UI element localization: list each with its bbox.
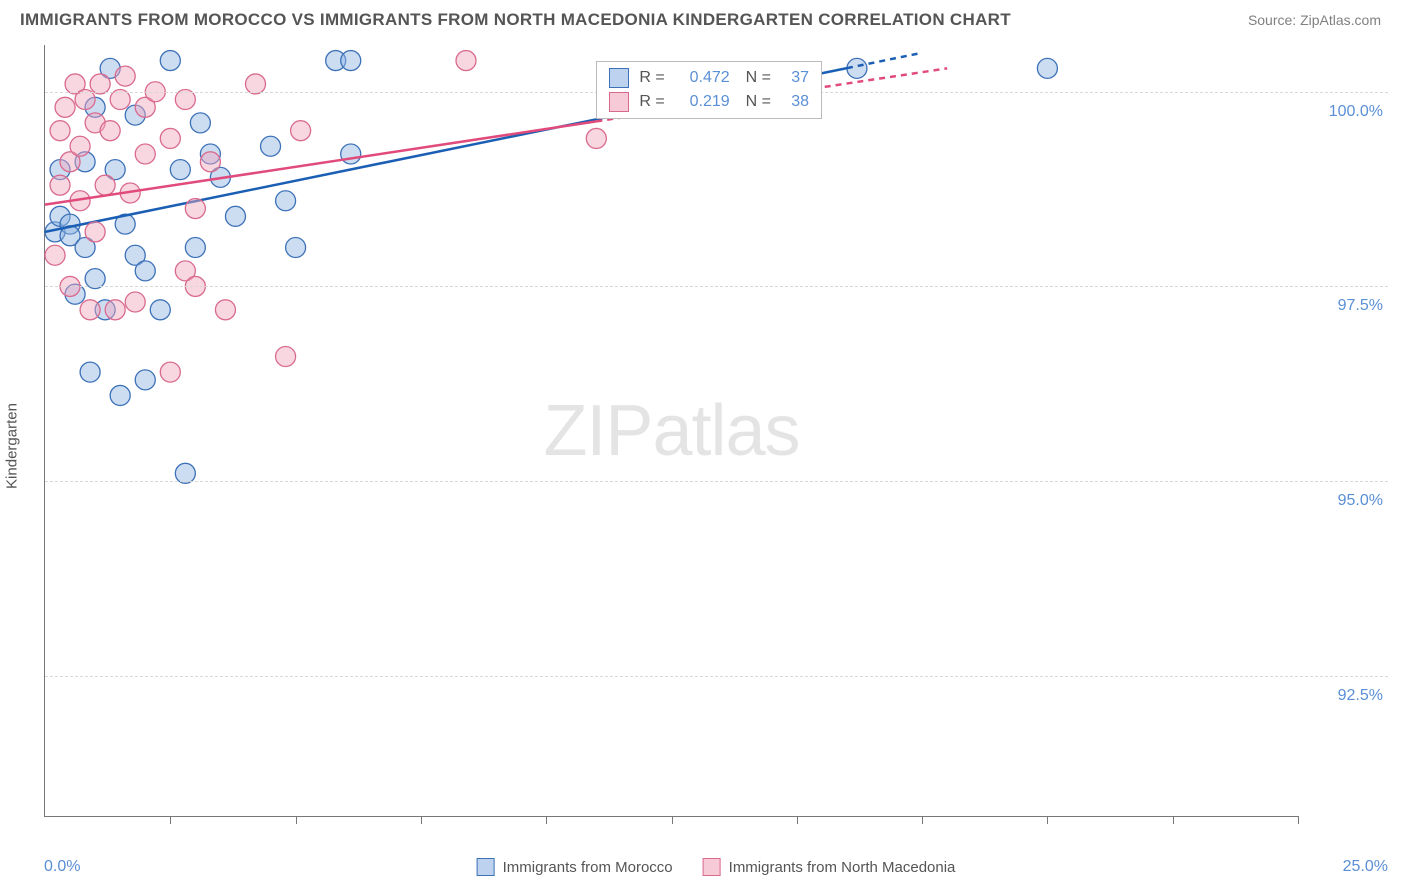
data-point: [115, 66, 135, 86]
data-point: [135, 370, 155, 390]
legend-label: Immigrants from Morocco: [503, 859, 673, 876]
y-tick-label: 95.0%: [1303, 492, 1383, 510]
r-value: 0.472: [675, 69, 730, 87]
legend-swatch: [477, 858, 495, 876]
x-tick: [672, 816, 673, 824]
data-point: [261, 136, 281, 156]
y-axis-label: Kindergarten: [4, 403, 21, 489]
data-point: [185, 237, 205, 257]
x-axis-start: 0.0%: [44, 858, 80, 876]
x-tick: [797, 816, 798, 824]
trend-line: [45, 121, 596, 204]
x-tick: [1173, 816, 1174, 824]
data-point: [456, 51, 476, 71]
data-point: [586, 128, 606, 148]
chart-source: Source: ZipAtlas.com: [1248, 12, 1381, 28]
chart-area: ZIPatlas R =0.472N =37R =0.219N =38 92.5…: [44, 45, 1388, 847]
data-point: [1037, 58, 1057, 78]
chart-title: IMMIGRANTS FROM MOROCCO VS IMMIGRANTS FR…: [20, 10, 1011, 30]
r-label: R =: [639, 69, 664, 87]
data-point: [135, 261, 155, 281]
y-tick-label: 92.5%: [1303, 687, 1383, 705]
data-point: [160, 128, 180, 148]
data-point: [110, 385, 130, 405]
chart-header: IMMIGRANTS FROM MOROCCO VS IMMIGRANTS FR…: [0, 0, 1406, 35]
legend-label: Immigrants from North Macedonia: [729, 859, 956, 876]
r-label: R =: [639, 93, 664, 111]
data-point: [170, 160, 190, 180]
n-value: 38: [781, 93, 809, 111]
x-axis-end: 25.0%: [1343, 858, 1388, 876]
x-tick: [1047, 816, 1048, 824]
data-point: [160, 362, 180, 382]
gridline: [45, 481, 1388, 482]
data-point: [190, 113, 210, 133]
x-tick: [296, 816, 297, 824]
x-tick: [170, 816, 171, 824]
data-point: [160, 51, 180, 71]
x-tick: [546, 816, 547, 824]
data-point: [185, 199, 205, 219]
data-point: [100, 121, 120, 141]
correlation-stats-box: R = 0.472 N = 37 R = 0.219 N = 38: [596, 61, 822, 119]
data-point: [50, 121, 70, 141]
data-point: [50, 175, 70, 195]
data-point: [341, 144, 361, 164]
y-tick-label: 100.0%: [1303, 103, 1383, 121]
gridline: [45, 286, 1388, 287]
legend-swatch: [609, 68, 629, 88]
data-point: [225, 206, 245, 226]
stats-row: R = 0.219 N = 38: [609, 90, 809, 114]
data-point: [105, 300, 125, 320]
data-point: [341, 51, 361, 71]
x-tick: [421, 816, 422, 824]
data-point: [125, 292, 145, 312]
series-legend: Immigrants from Morocco Immigrants from N…: [477, 858, 956, 876]
data-point: [135, 144, 155, 164]
data-point: [80, 362, 100, 382]
data-point: [291, 121, 311, 141]
data-point: [70, 136, 90, 156]
x-tick: [922, 816, 923, 824]
data-point: [85, 222, 105, 242]
n-value: 37: [781, 69, 809, 87]
legend-item: Immigrants from Morocco: [477, 858, 673, 876]
data-point: [55, 97, 75, 117]
r-value: 0.219: [675, 93, 730, 111]
data-point: [95, 175, 115, 195]
legend-swatch: [703, 858, 721, 876]
n-label: N =: [746, 93, 771, 111]
x-axis-row: 0.0% Immigrants from MoroccoImmigrants f…: [44, 852, 1388, 882]
x-tick: [1298, 816, 1299, 824]
stats-row: R = 0.472 N = 37: [609, 66, 809, 90]
legend-swatch: [609, 92, 629, 112]
legend-item: Immigrants from North Macedonia: [703, 858, 956, 876]
data-point: [215, 300, 235, 320]
data-point: [276, 347, 296, 367]
data-point: [200, 152, 220, 172]
scatter-svg: [45, 45, 1298, 816]
data-point: [276, 191, 296, 211]
n-label: N =: [746, 69, 771, 87]
data-point: [80, 300, 100, 320]
y-tick-label: 97.5%: [1303, 297, 1383, 315]
data-point: [150, 300, 170, 320]
plot-area: ZIPatlas R =0.472N =37R =0.219N =38 92.5…: [44, 45, 1298, 817]
data-point: [45, 245, 65, 265]
source-link[interactable]: ZipAtlas.com: [1300, 12, 1381, 28]
data-point: [286, 237, 306, 257]
gridline: [45, 676, 1388, 677]
